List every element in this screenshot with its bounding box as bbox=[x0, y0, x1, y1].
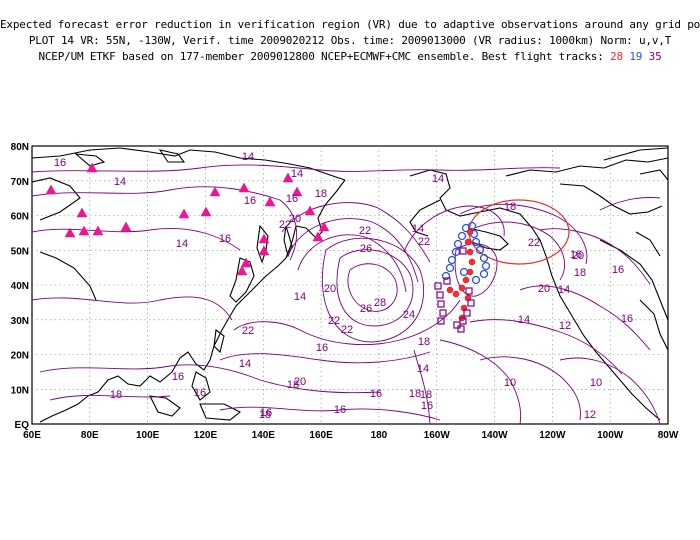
title-line-1: Expected forecast error reduction in ver… bbox=[0, 18, 700, 31]
contour-value-label: 18 bbox=[418, 336, 430, 348]
contour-value-label: 14 bbox=[412, 223, 424, 235]
contour-value-label: 16 bbox=[244, 195, 256, 207]
x-tick-label: 120E bbox=[194, 430, 218, 441]
y-axis-labels: EQ 10N 20N 30N 40N 50N 60N 70N 80N bbox=[11, 142, 30, 431]
contour-value-label: 16 bbox=[194, 387, 206, 399]
track-blue-number: 19 bbox=[629, 50, 643, 63]
contour-value-label: 22 bbox=[328, 315, 340, 327]
contour-value-label: 14 bbox=[432, 173, 444, 185]
contour-value-label: 28 bbox=[374, 297, 386, 309]
track-red-number: 28 bbox=[610, 50, 623, 63]
contour-value-label: 20 bbox=[538, 283, 550, 295]
track-purple-number: 35 bbox=[648, 50, 662, 63]
contour-value-label: 14 bbox=[291, 168, 303, 180]
y-tick-label: 70N bbox=[11, 177, 29, 188]
contour-value-label: 26 bbox=[360, 303, 372, 315]
contour-value-label: 20 bbox=[294, 376, 306, 388]
contour-value-label: 20 bbox=[572, 250, 584, 262]
contour-value-label: 18 bbox=[259, 409, 271, 421]
x-tick-label: 120W bbox=[539, 430, 566, 441]
title-line-3-text: NCEP/UM ETKF based on 177-member 2009012… bbox=[38, 50, 604, 63]
contour-value-label: 14 bbox=[114, 176, 126, 188]
contour-value-label: 16 bbox=[260, 407, 272, 419]
contour-value-label: 20 bbox=[289, 213, 301, 225]
x-tick-label: 80E bbox=[81, 430, 99, 441]
contour-value-label: 16 bbox=[421, 400, 433, 412]
contour-value-label: 10 bbox=[590, 377, 602, 389]
contour-value-label: 14 bbox=[558, 284, 570, 296]
x-tick-label: 160E bbox=[309, 430, 333, 441]
contour-value-label: 18 bbox=[315, 188, 327, 200]
contour-value-label: 14 bbox=[242, 151, 254, 163]
contour-value-label: 24 bbox=[403, 309, 415, 321]
contour-value-label: 22 bbox=[359, 225, 371, 237]
y-tick-label: 50N bbox=[11, 246, 29, 257]
contour-value-label: 16 bbox=[172, 371, 184, 383]
contour-value-label: 22 bbox=[279, 219, 291, 231]
contour-value-label: 16 bbox=[286, 193, 298, 205]
contour-lines bbox=[32, 164, 661, 424]
x-tick-label: 160W bbox=[424, 430, 451, 441]
x-tick-label: 100W bbox=[597, 430, 624, 441]
contour-value-label: 16 bbox=[316, 342, 328, 354]
x-axis-labels: 60E 80E 100E 120E 140E 160E 180 160W 140W 120W 100… bbox=[23, 430, 679, 441]
contour-value-label: 22 bbox=[341, 324, 353, 336]
contour-value-label: 20 bbox=[324, 283, 336, 295]
contour-value-label: 14 bbox=[239, 358, 251, 370]
contour-value-label: 14 bbox=[294, 291, 306, 303]
contour-value-label: 22 bbox=[242, 325, 254, 337]
x-tick-label: 60E bbox=[23, 430, 41, 441]
contour-value-label: 16 bbox=[612, 264, 624, 276]
contour-value-label: 18 bbox=[504, 201, 516, 213]
y-tick-label: 80N bbox=[11, 142, 29, 153]
coastlines bbox=[32, 147, 668, 423]
contour-value-label: 18 bbox=[420, 389, 432, 401]
contour-value-label: 16 bbox=[54, 157, 66, 169]
flight-track-red bbox=[446, 228, 476, 322]
contour-value-label: 12 bbox=[584, 409, 596, 421]
contour-value-label: 14 bbox=[417, 363, 429, 375]
observation-triangles bbox=[45, 162, 330, 276]
contour-value-label: 16 bbox=[570, 249, 582, 261]
x-tick-label: 180 bbox=[371, 430, 388, 441]
y-tick-label: 20N bbox=[11, 351, 29, 362]
contour-value-label: 22 bbox=[528, 237, 540, 249]
contour-value-label: 18 bbox=[110, 389, 122, 401]
y-tick-label: 30N bbox=[11, 316, 29, 327]
x-tick-label: 140E bbox=[252, 430, 276, 441]
flight-track-purple bbox=[434, 247, 475, 333]
contour-value-label: 26 bbox=[360, 243, 372, 255]
y-tick-label: 40N bbox=[11, 281, 29, 292]
x-tick-label: 140W bbox=[481, 430, 508, 441]
contour-value-label: 16 bbox=[621, 313, 633, 325]
title-line-2: PLOT 14 VR: 55N, -130W, Verif. time 2009… bbox=[28, 34, 672, 47]
y-tick-label: 10N bbox=[11, 385, 29, 396]
title-line-3: NCEP/UM ETKF based on 177-member 2009012… bbox=[0, 50, 700, 63]
contour-value-label: 18 bbox=[409, 388, 421, 400]
contour-value-label: 16 bbox=[370, 388, 382, 400]
y-tick-label: 60N bbox=[11, 212, 29, 223]
y-tick-label: EQ bbox=[15, 420, 30, 431]
contour-value-label: 14 bbox=[176, 238, 188, 250]
contour-value-label: 22 bbox=[418, 236, 430, 248]
contour-value-label: 18 bbox=[287, 379, 299, 391]
contour-value-label: 16 bbox=[334, 404, 346, 416]
contour-value-label: 14 bbox=[518, 314, 530, 326]
contour-value-label: 18 bbox=[574, 267, 586, 279]
contour-value-label: 16 bbox=[219, 233, 231, 245]
x-tick-label: 80W bbox=[658, 430, 679, 441]
contour-value-label: 10 bbox=[504, 377, 516, 389]
x-tick-label: 100E bbox=[136, 430, 160, 441]
contour-value-label: 12 bbox=[559, 320, 571, 332]
